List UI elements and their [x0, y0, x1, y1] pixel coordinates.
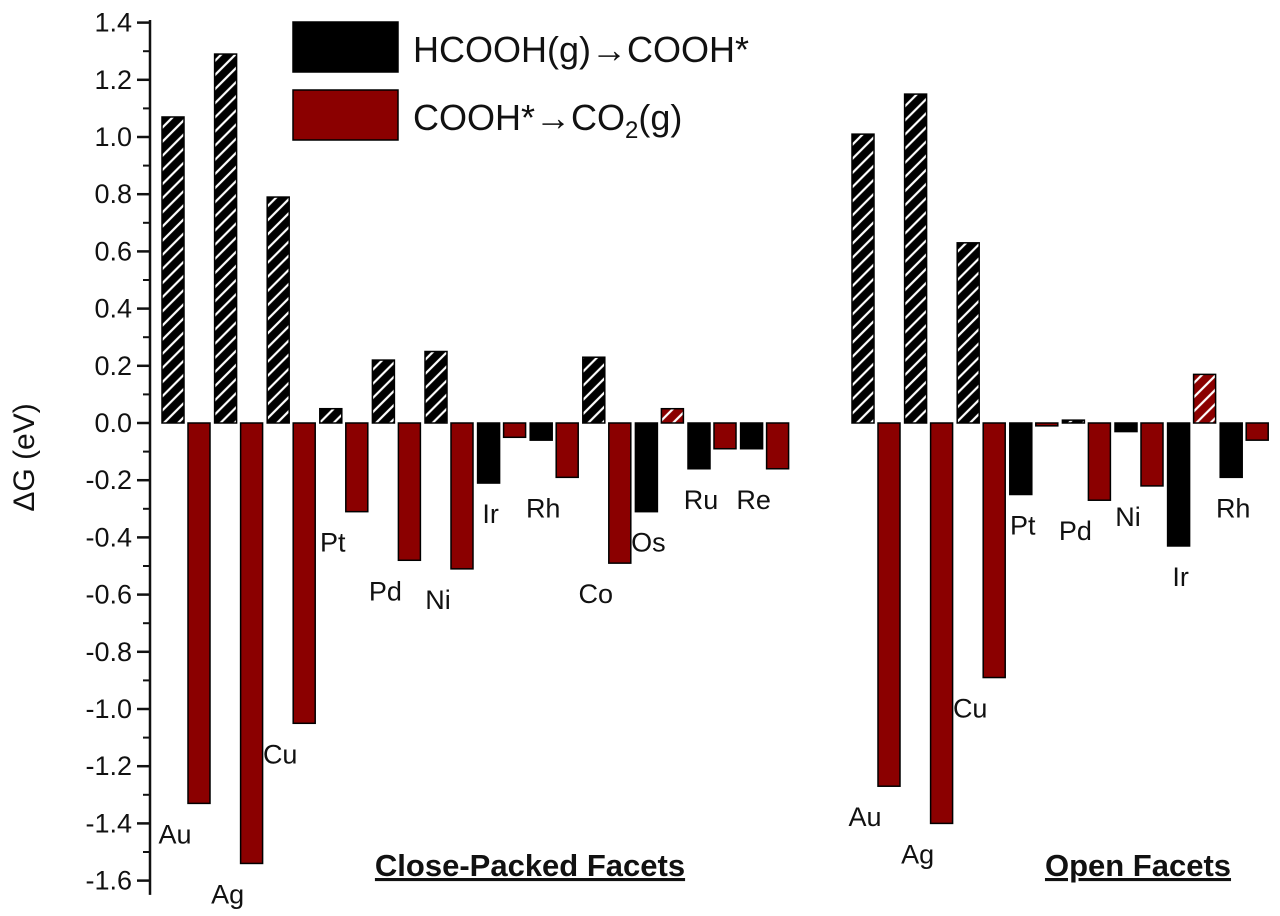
y-tick-label: -0.8 [85, 637, 132, 667]
bar-cooh-close-packed-ni [450, 422, 474, 570]
bar-cooh-open-au [877, 422, 901, 787]
y-tick-label: 0.8 [94, 179, 132, 209]
legend-label-1: COOH*→CO2(g) [413, 97, 682, 144]
y-tick-label: -1.2 [85, 751, 132, 781]
bar-cooh-close-packed-re [765, 422, 790, 470]
metal-label-ni: Ni [1115, 502, 1141, 532]
y-tick-label: 0.6 [94, 236, 132, 266]
y-tick-label: -0.6 [85, 580, 132, 610]
y-tick-label: 0.4 [94, 294, 132, 324]
bar-cooh-open-cu [982, 422, 1006, 679]
bar-cooh-close-packed-ag [239, 422, 264, 865]
bar-hcooh-close-packed-rh [529, 422, 553, 441]
y-tick-label: -0.2 [85, 465, 132, 495]
metal-label-co: Co [579, 579, 614, 609]
bar-cooh-close-packed-os [660, 407, 685, 424]
group-titles: Close-Packed Facets Open Facets [375, 848, 1231, 883]
y-tick-label: -1.4 [85, 808, 132, 838]
bar-hcooh-close-packed-ru [687, 422, 711, 470]
metal-label-ru: Ru [684, 485, 719, 515]
legend-swatch-0 [292, 21, 399, 73]
metal-label-cu: Cu [953, 694, 988, 724]
bar-hcooh-open-ag [903, 93, 928, 424]
metal-label-ir: Ir [1172, 562, 1189, 592]
group-title-1: Open Facets [1045, 848, 1231, 883]
y-tick-label: 1.0 [94, 122, 132, 152]
metal-label-ni: Ni [425, 585, 451, 615]
legend-label-0: HCOOH(g)→COOH* [413, 29, 749, 70]
y-tick-label: -1.6 [85, 866, 132, 896]
metal-label-pd: Pd [369, 576, 402, 606]
bar-cooh-open-pt [1035, 422, 1059, 427]
bar-hcooh-close-packed-ni [424, 350, 448, 424]
bar-hcooh-open-pd [1061, 419, 1086, 424]
y-tick-label: -1.0 [85, 694, 132, 724]
bar-hcooh-open-ni [1114, 422, 1138, 433]
bar-cooh-close-packed-rh [555, 422, 579, 479]
bar-cooh-close-packed-pd [397, 422, 422, 562]
bar-cooh-close-packed-ru [713, 422, 737, 450]
bar-cooh-open-ir [1192, 373, 1217, 424]
y-tick-label: 0.0 [94, 408, 132, 438]
metal-label-pt: Pt [1010, 511, 1036, 541]
bar-hcooh-close-packed-co [582, 356, 606, 424]
bar-hcooh-open-ir [1166, 422, 1191, 547]
metal-label-au: Au [158, 819, 191, 849]
bar-hcooh-close-packed-os [634, 422, 659, 513]
bar-hcooh-close-packed-au [161, 116, 185, 424]
metal-label-ir: Ir [482, 499, 499, 529]
metal-label-rh: Rh [526, 493, 561, 523]
metal-label-ag: Ag [211, 879, 244, 909]
y-tick-label: 1.4 [94, 8, 132, 38]
y-axis: 1.4 1.2 1.0 0.8 0.6 0.4 0.2 0.0 -0.2 -0.4 -0.6 -0.8… [8, 8, 152, 896]
bar-cooh-close-packed-co [608, 422, 632, 564]
bar-hcooh-close-packed-cu [266, 196, 290, 424]
bar-hcooh-close-packed-re [739, 422, 764, 450]
bar-cooh-close-packed-pt [345, 422, 369, 513]
metal-label-pd: Pd [1059, 516, 1092, 546]
bar-hcooh-open-pt [1009, 422, 1033, 496]
y-tick-label: 1.2 [94, 65, 132, 95]
bar-hcooh-open-au [851, 133, 875, 424]
y-tick-label: 0.2 [94, 351, 132, 381]
legend: HCOOH(g)→COOH* COOH*→CO2(g) [292, 21, 749, 144]
bars [161, 53, 1269, 865]
bar-hcooh-close-packed-ag [213, 53, 238, 424]
bar-hcooh-open-cu [956, 242, 980, 424]
bar-hcooh-close-packed-pd [371, 359, 396, 424]
bar-cooh-close-packed-cu [292, 422, 316, 725]
bar-cooh-open-ag [929, 422, 954, 825]
group-title-0: Close-Packed Facets [375, 848, 685, 883]
metal-labels: Au Ag Cu Pt Pd Ni Ir Rh Co Os Ru Re Au Ag Cu Pt Pd Ni Ir Rh [158, 485, 1250, 910]
bar-cooh-close-packed-au [187, 422, 211, 805]
metal-label-au: Au [848, 802, 881, 832]
metal-label-rh: Rh [1216, 493, 1251, 523]
legend-swatch-1 [292, 89, 399, 141]
bar-cooh-open-rh [1245, 422, 1269, 441]
bar-hcooh-open-rh [1219, 422, 1243, 479]
y-tick-label: -0.4 [85, 522, 132, 552]
metal-label-cu: Cu [263, 739, 298, 769]
metal-label-os: Os [631, 528, 666, 558]
bar-cooh-open-pd [1087, 422, 1112, 501]
bar-cooh-open-ni [1140, 422, 1164, 487]
bar-cooh-close-packed-ir [502, 422, 527, 439]
metal-label-pt: Pt [320, 528, 346, 558]
y-axis-title: ΔG (eV) [8, 403, 41, 511]
metal-label-re: Re [736, 485, 771, 515]
metal-label-ag: Ag [901, 839, 934, 869]
bar-hcooh-close-packed-ir [476, 422, 501, 484]
bar-hcooh-close-packed-pt [319, 407, 343, 424]
